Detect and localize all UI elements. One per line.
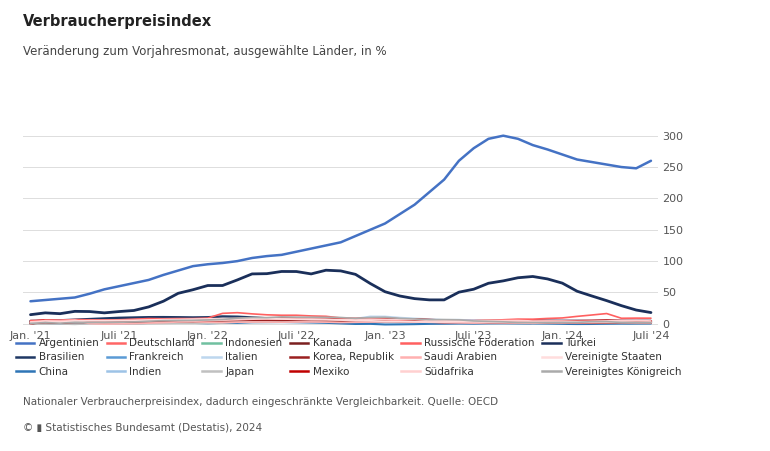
Text: © ▮ Statistisches Bundesamt (Destatis), 2024: © ▮ Statistisches Bundesamt (Destatis), …: [23, 423, 263, 433]
Legend: Argentinien, Brasilien, China, Deutschland, Frankreich, Indien, Indonesien, Ital: Argentinien, Brasilien, China, Deutschla…: [15, 338, 681, 377]
Text: Verbraucherpreisindex: Verbraucherpreisindex: [23, 14, 213, 28]
Text: Veränderung zum Vorjahresmonat, ausgewählte Länder, in %: Veränderung zum Vorjahresmonat, ausgewäh…: [23, 45, 387, 58]
Text: Nationaler Verbraucherpreisindex, dadurch eingeschränkte Vergleichbarkeit. Quell: Nationaler Verbraucherpreisindex, dadurc…: [23, 397, 498, 407]
